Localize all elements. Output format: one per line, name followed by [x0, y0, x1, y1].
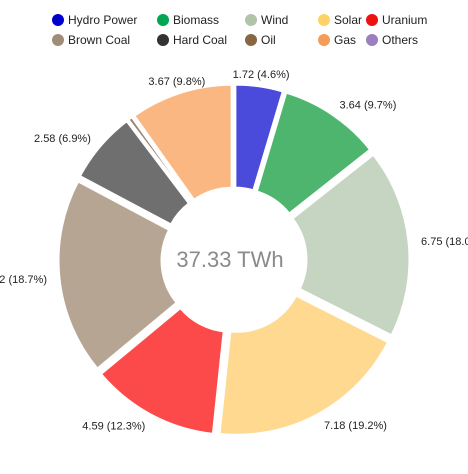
- slice-hydro-power[interactable]: [233, 82, 285, 193]
- legend-swatch: [52, 34, 64, 46]
- legend-item-uranium[interactable]: Uranium: [366, 13, 427, 27]
- legend-label: Hydro Power: [68, 13, 137, 27]
- legend-item-others[interactable]: Others: [366, 33, 418, 47]
- legend-label: Uranium: [382, 13, 427, 27]
- legend-item-biomass[interactable]: Biomass: [157, 13, 219, 27]
- legend-swatch: [366, 14, 378, 26]
- donut-slices: [56, 82, 412, 437]
- legend-label: Solar: [334, 13, 362, 27]
- legend-item-solar[interactable]: Solar: [318, 13, 362, 27]
- data-label-brown-coal: 7.02 (18.7%): [0, 274, 47, 286]
- legend-label: Hard Coal: [173, 33, 227, 47]
- slice-wind[interactable]: [290, 152, 412, 338]
- slice-uranium[interactable]: [98, 305, 226, 436]
- legend-swatch: [318, 34, 330, 46]
- legend-swatch: [157, 34, 169, 46]
- legend-swatch: [318, 14, 330, 26]
- legend-swatch: [366, 34, 378, 46]
- legend-item-brown-coal[interactable]: Brown Coal: [52, 33, 130, 47]
- slice-brown-coal[interactable]: [56, 179, 179, 371]
- data-label-wind: 6.75 (18.0%): [421, 236, 468, 248]
- legend-item-gas[interactable]: Gas: [318, 33, 356, 47]
- center-total-label: 37.33 TWh: [176, 247, 283, 272]
- slice-data-labels: 1.72 (4.6%) 3.64 (9.7%) 6.75 (18.0%) 7.18 (…: [0, 69, 468, 433]
- legend-item-oil[interactable]: Oil: [245, 33, 276, 47]
- legend-swatch: [157, 14, 169, 26]
- legend-item-hydro-power[interactable]: Hydro Power: [52, 13, 137, 27]
- legend-item-wind[interactable]: Wind: [245, 13, 288, 27]
- slice-solar[interactable]: [217, 293, 391, 437]
- data-label-uranium: 4.59 (12.3%): [82, 421, 145, 433]
- legend-label: Wind: [261, 13, 288, 27]
- data-label-biomass: 3.64 (9.7%): [340, 99, 397, 111]
- data-label-hydro-power: 1.72 (4.6%): [233, 69, 290, 81]
- legend-label: Gas: [334, 33, 356, 47]
- data-label-hard-coal: 2.58 (6.9%): [34, 133, 91, 145]
- legend-swatch: [52, 14, 64, 26]
- legend-label: Oil: [261, 33, 276, 47]
- legend-item-hard-coal[interactable]: Hard Coal: [157, 33, 227, 47]
- slice-gas[interactable]: [132, 82, 234, 202]
- legend-label: Others: [382, 33, 418, 47]
- slice-biomass[interactable]: [254, 90, 373, 216]
- legend-swatch: [245, 14, 257, 26]
- legend-label: Biomass: [173, 13, 219, 27]
- chart-legend: Hydro Power Biomass Wind Solar Uranium Brown …: [52, 13, 427, 47]
- legend-label: Brown Coal: [68, 33, 130, 47]
- data-label-solar: 7.18 (19.2%): [324, 420, 387, 432]
- data-label-gas: 3.67 (9.8%): [148, 76, 205, 88]
- slice-oil[interactable]: [126, 115, 194, 205]
- legend-swatch: [245, 34, 257, 46]
